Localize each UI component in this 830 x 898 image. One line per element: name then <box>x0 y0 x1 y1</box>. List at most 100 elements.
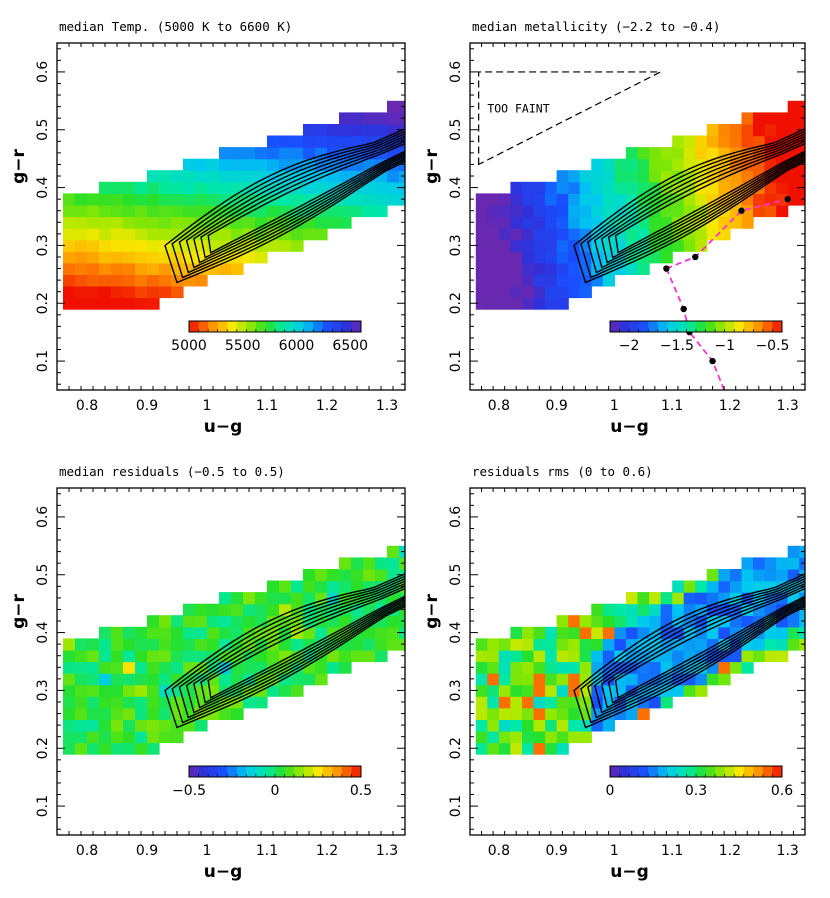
heatmap-cell <box>339 649 352 663</box>
heatmap-cell <box>683 193 696 206</box>
heatmap-cell <box>649 661 662 674</box>
heatmap-cell <box>375 181 388 194</box>
heatmap-cell <box>195 158 208 171</box>
heatmap-cell <box>183 170 196 183</box>
heatmap-cell <box>533 684 546 697</box>
heatmap-cell <box>195 193 208 206</box>
heatmap-cell <box>87 285 100 299</box>
heatmap-cell <box>75 239 88 252</box>
heatmap-cell <box>614 638 627 651</box>
heatmap-cell <box>718 626 731 639</box>
heatmap-cell <box>279 580 292 593</box>
heatmap-cell <box>171 696 184 709</box>
colorbar-swatch <box>629 766 640 777</box>
heatmap-cell <box>787 615 800 628</box>
heatmap-cell <box>776 204 789 218</box>
heatmap-cell <box>135 193 148 206</box>
heatmap-cell <box>363 204 376 218</box>
panel-title: median residuals (−0.5 to 0.5) <box>59 464 285 479</box>
y-tick-label: 0.6 <box>448 61 464 83</box>
x-axis-label: u−g <box>204 417 243 437</box>
heatmap-cell <box>123 649 136 663</box>
heatmap-cell <box>487 228 500 241</box>
colorbar-label: 0.5 <box>350 783 372 799</box>
heatmap-cell <box>231 592 244 605</box>
heatmap-cell <box>195 239 208 252</box>
contour-line <box>164 128 405 284</box>
colorbar-label: −1.5 <box>660 338 694 354</box>
heatmap-cell <box>649 592 662 605</box>
colorbar-swatch <box>648 766 659 777</box>
heatmap-cell <box>351 569 364 582</box>
heatmap-cell <box>614 626 627 639</box>
heatmap-cell <box>87 719 100 732</box>
heatmap-cell <box>602 638 615 651</box>
colorbar-swatch <box>705 321 716 332</box>
heatmap-cells <box>475 100 805 310</box>
heatmap-cell <box>498 696 512 709</box>
heatmap-cell <box>339 124 352 137</box>
heatmap-cell <box>649 170 662 183</box>
heatmap-cell <box>672 684 685 697</box>
heatmap-cell <box>87 661 100 674</box>
heatmap-cell <box>327 135 340 148</box>
heatmap-cell <box>672 158 685 171</box>
heatmap-cell <box>291 135 304 148</box>
heatmap-cell <box>123 638 136 651</box>
heatmap-cell <box>87 684 100 697</box>
plot-frame <box>56 42 406 391</box>
heatmap-cell <box>279 204 292 218</box>
heatmap-cell <box>568 730 581 744</box>
heatmap-cell <box>159 216 172 229</box>
heatmap-cell <box>279 592 292 605</box>
heatmap-cell <box>267 239 280 252</box>
axis-ticks <box>56 488 406 835</box>
heatmap-cell <box>649 216 662 229</box>
heatmap-cell <box>303 124 316 137</box>
heatmap-cell <box>159 262 172 275</box>
colorbar-swatch <box>619 766 630 777</box>
heatmap-cell <box>195 274 208 287</box>
heatmap-cell <box>147 707 160 720</box>
heatmap-cell <box>545 638 558 651</box>
heatmap-cell <box>231 216 244 229</box>
heatmap-cell <box>123 251 136 264</box>
colorbar-swatch <box>227 766 238 777</box>
heatmap-cell <box>487 684 500 697</box>
heatmap-cell <box>695 592 708 605</box>
panel-title: median metallicity (−2.2 to −0.4) <box>472 19 720 34</box>
heatmap-cell <box>545 262 558 275</box>
heatmap-cell <box>327 216 340 229</box>
heatmap-cell <box>111 626 124 639</box>
heatmap-cell <box>135 216 148 229</box>
heatmap-cell <box>123 285 136 299</box>
heatmap-cell <box>475 707 488 720</box>
heatmap-cell <box>219 626 232 639</box>
contour-line <box>178 133 405 274</box>
heatmap-cell <box>387 557 400 570</box>
heatmap-cell <box>602 193 615 206</box>
heatmap-cell <box>111 251 124 264</box>
y-tick-label: 0.2 <box>448 292 464 314</box>
heatmap-cell <box>171 661 184 674</box>
heatmap-cell <box>787 626 800 639</box>
heatmap-cell <box>741 135 754 148</box>
contour-line <box>200 585 405 704</box>
heatmap-cell <box>267 649 280 663</box>
heatmap-cell <box>475 742 488 755</box>
y-tick-label: 0.2 <box>35 737 51 759</box>
heatmap-cell <box>545 228 558 241</box>
heatmap-cell <box>63 204 76 218</box>
heatmap-cell <box>111 239 124 252</box>
heatmap-cell <box>556 719 569 732</box>
heatmap-cell <box>510 216 523 229</box>
colorbar-swatch <box>676 321 687 332</box>
heatmap-cell <box>487 239 500 252</box>
heatmap-cell <box>591 274 604 287</box>
colorbar-swatch <box>294 321 305 332</box>
colorbar-swatch <box>610 766 621 777</box>
heatmap-cell <box>545 719 558 732</box>
heatmap-cell <box>159 285 172 299</box>
heatmap-cell <box>498 216 512 229</box>
heatmap-cell <box>327 204 340 218</box>
